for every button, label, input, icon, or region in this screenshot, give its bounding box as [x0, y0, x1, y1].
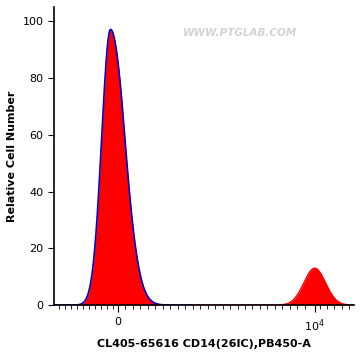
- Text: WWW.PTGLAB.COM: WWW.PTGLAB.COM: [183, 28, 297, 38]
- X-axis label: CL405-65616 CD14(26IC),PB450-A: CL405-65616 CD14(26IC),PB450-A: [97, 339, 311, 349]
- Y-axis label: Relative Cell Number: Relative Cell Number: [7, 90, 17, 222]
